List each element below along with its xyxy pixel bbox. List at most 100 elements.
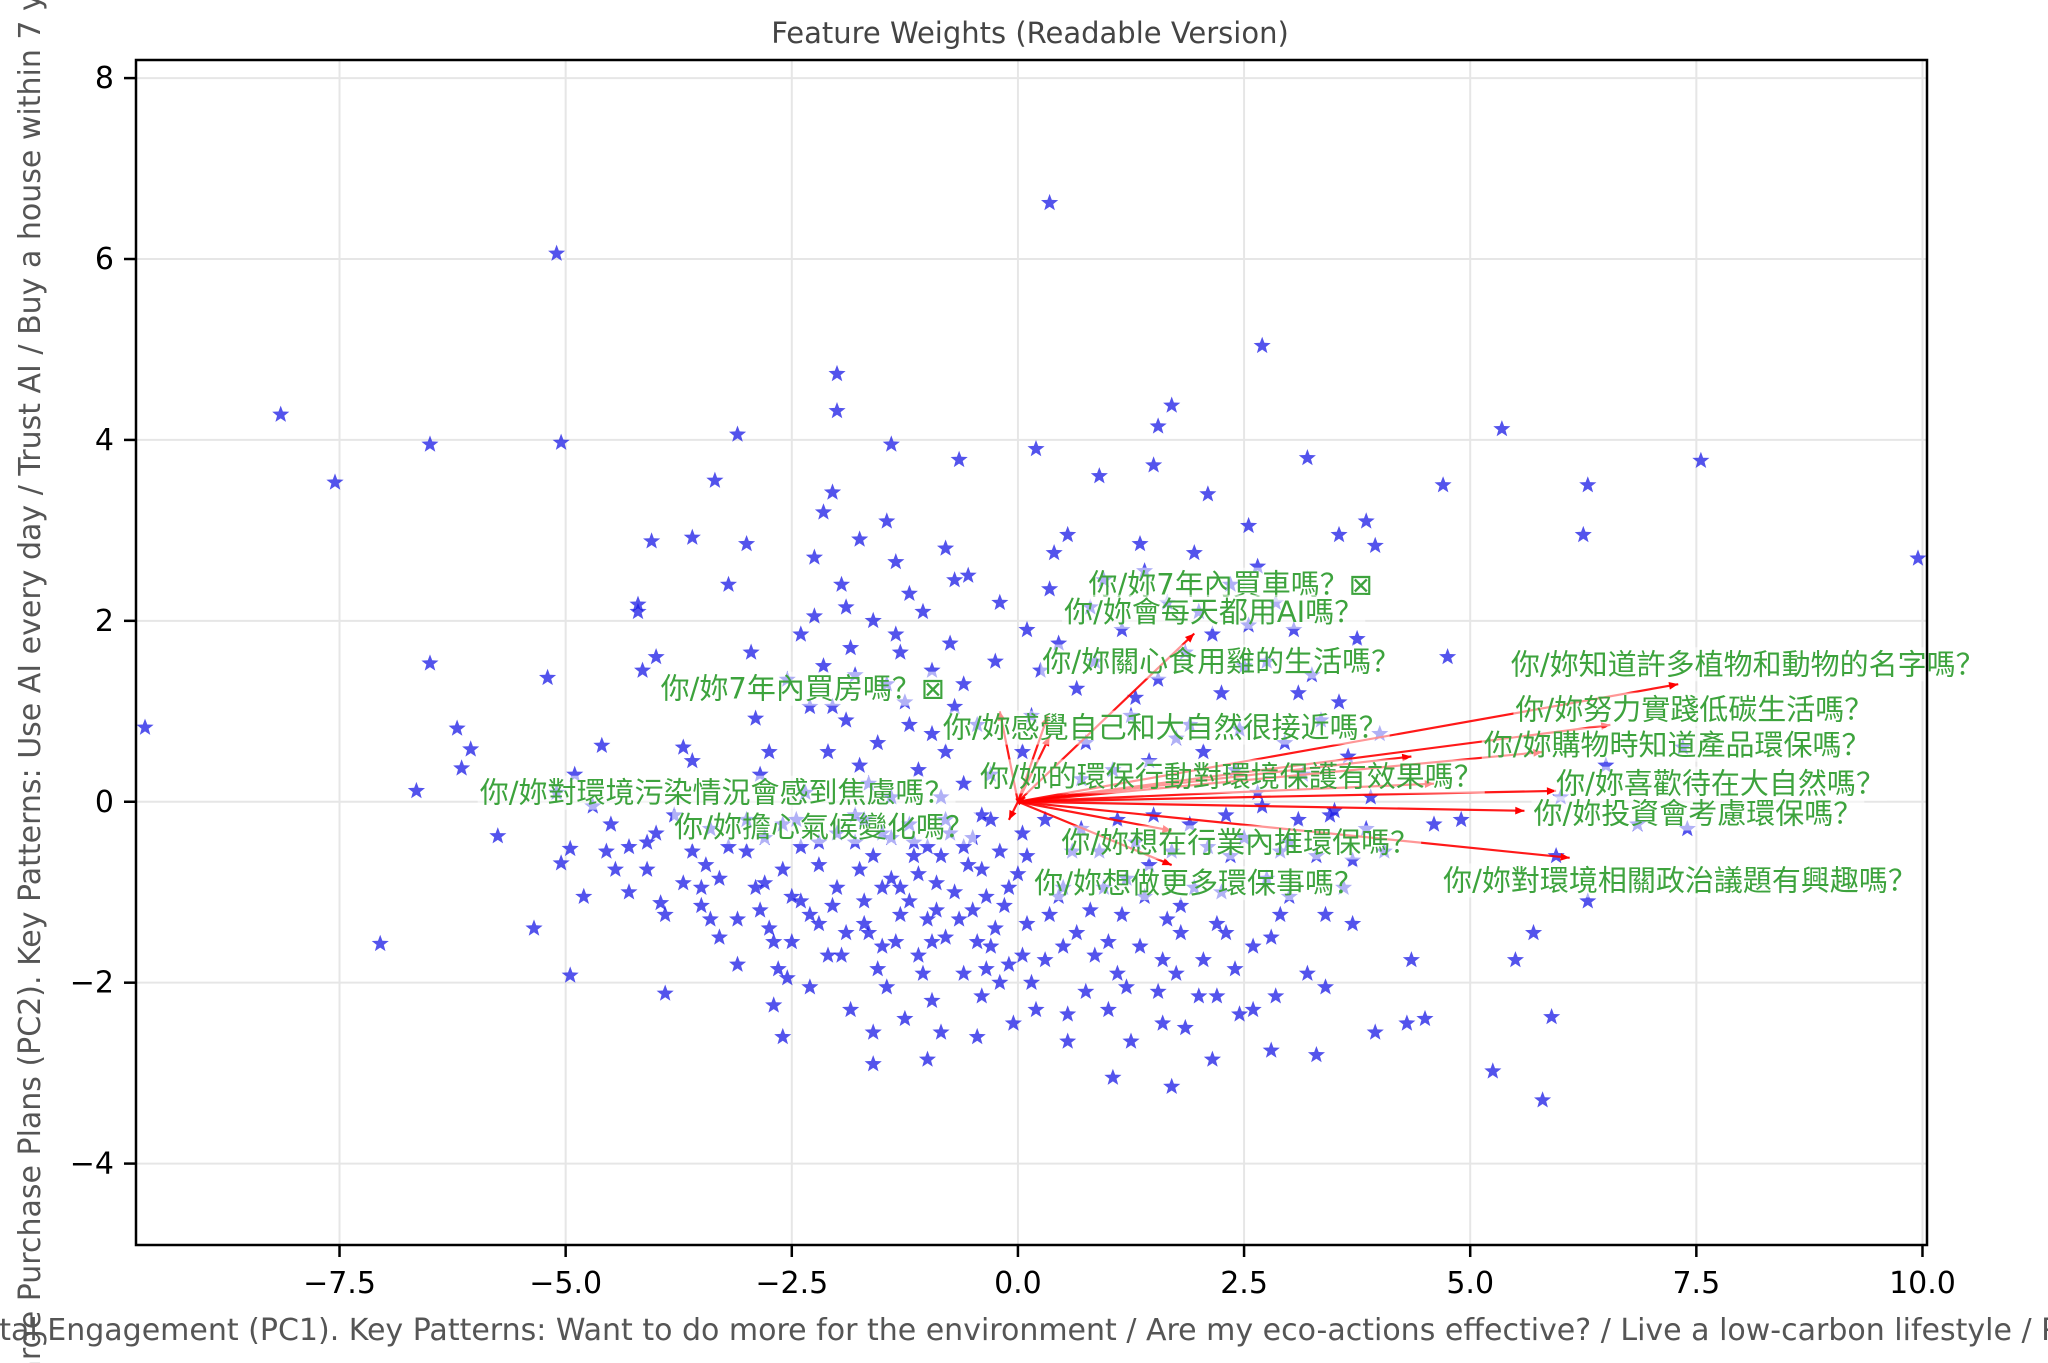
data-point bbox=[783, 933, 801, 950]
data-point bbox=[1163, 396, 1181, 413]
loading-label: 你/妳對環境污染情況會感到焦慮嗎？ bbox=[480, 776, 954, 810]
data-point bbox=[643, 532, 661, 549]
data-point bbox=[1416, 1009, 1434, 1027]
data-point bbox=[1185, 544, 1203, 561]
loading-arrow-head bbox=[1515, 806, 1525, 815]
data-point bbox=[1339, 747, 1357, 764]
data-point bbox=[652, 894, 670, 911]
y-tick-label: −2 bbox=[70, 966, 114, 1001]
data-point bbox=[765, 933, 783, 950]
data-point bbox=[819, 743, 837, 760]
data-point bbox=[1000, 878, 1018, 895]
loading-label: 你/妳對環境相關政治議題有興趣嗎？ bbox=[1443, 863, 1917, 897]
data-point bbox=[1574, 525, 1592, 543]
data-point bbox=[1176, 1018, 1194, 1036]
data-point bbox=[1167, 964, 1185, 981]
y-axis-ticks: −4 −2 0 2 4 6 8 bbox=[70, 61, 136, 1182]
data-point bbox=[1154, 951, 1172, 968]
data-point bbox=[602, 815, 620, 832]
data-point bbox=[1298, 964, 1316, 981]
data-point bbox=[1131, 535, 1149, 552]
data-point bbox=[851, 756, 869, 773]
data-point bbox=[1194, 951, 1212, 968]
data-point bbox=[1344, 851, 1362, 868]
loading-label: 你/妳7年內買房嗎？⊠ bbox=[661, 672, 946, 706]
data-point bbox=[272, 405, 290, 422]
data-point bbox=[1068, 923, 1086, 941]
data-point bbox=[1181, 815, 1199, 832]
data-point bbox=[656, 905, 674, 923]
data-point bbox=[1036, 951, 1054, 968]
data-point bbox=[1018, 620, 1036, 638]
data-point bbox=[1240, 516, 1258, 534]
x-tick-label: 7.5 bbox=[1672, 1266, 1720, 1301]
data-point bbox=[1307, 1046, 1325, 1063]
data-point bbox=[1212, 684, 1230, 701]
data-point bbox=[1172, 896, 1190, 914]
data-point bbox=[1004, 1014, 1022, 1031]
data-point bbox=[751, 901, 769, 918]
data-point bbox=[1267, 987, 1285, 1004]
data-point bbox=[887, 933, 905, 950]
data-point bbox=[1326, 801, 1344, 819]
data-point bbox=[955, 964, 973, 981]
data-point bbox=[878, 978, 896, 995]
data-point bbox=[914, 602, 932, 620]
data-point bbox=[842, 1000, 860, 1018]
data-point bbox=[692, 878, 710, 895]
data-point bbox=[946, 883, 964, 900]
data-point bbox=[1077, 982, 1095, 999]
data-point bbox=[928, 874, 946, 891]
data-point bbox=[783, 887, 801, 904]
data-point bbox=[1348, 629, 1366, 647]
data-point bbox=[805, 607, 823, 624]
data-point bbox=[1154, 1014, 1172, 1031]
data-point bbox=[1108, 810, 1126, 828]
data-point bbox=[882, 435, 900, 452]
data-point bbox=[900, 584, 918, 601]
data-point bbox=[1086, 946, 1104, 963]
data-point bbox=[860, 923, 878, 941]
loading-arrow-head bbox=[1546, 787, 1557, 795]
data-point bbox=[760, 919, 778, 936]
data-point bbox=[833, 575, 851, 592]
loading-label: 你/妳關心食用雞的生活嗎？ bbox=[1042, 645, 1400, 679]
data-point bbox=[810, 914, 828, 932]
data-point bbox=[900, 715, 918, 733]
data-point bbox=[1362, 788, 1380, 805]
data-point bbox=[1000, 955, 1018, 972]
data-point bbox=[136, 718, 154, 735]
data-point bbox=[1484, 1062, 1502, 1079]
data-point bbox=[1145, 456, 1163, 473]
x-tick-label: −5.0 bbox=[529, 1266, 602, 1301]
data-point bbox=[1597, 756, 1615, 773]
data-point bbox=[769, 960, 787, 977]
data-point bbox=[1692, 451, 1710, 468]
data-point bbox=[955, 774, 973, 791]
data-point bbox=[453, 759, 471, 776]
data-point bbox=[1217, 806, 1235, 823]
data-point bbox=[1298, 449, 1316, 466]
data-point bbox=[923, 991, 941, 1008]
loading-arrow-head bbox=[1184, 633, 1195, 643]
loading-label-bg bbox=[977, 759, 1485, 794]
data-point bbox=[991, 842, 1009, 859]
data-point bbox=[1434, 476, 1452, 493]
data-point bbox=[937, 539, 955, 556]
data-point bbox=[747, 709, 765, 726]
data-point bbox=[792, 838, 810, 855]
data-point bbox=[823, 483, 842, 500]
data-point bbox=[1149, 417, 1167, 434]
data-point bbox=[552, 854, 570, 871]
data-point bbox=[1506, 951, 1524, 968]
data-point bbox=[1199, 485, 1217, 502]
data-point bbox=[891, 905, 909, 923]
data-point bbox=[606, 860, 624, 877]
data-point bbox=[683, 528, 701, 545]
data-point bbox=[1122, 1032, 1140, 1049]
data-point bbox=[964, 901, 982, 918]
data-point bbox=[552, 433, 570, 450]
data-point bbox=[692, 896, 710, 914]
data-point bbox=[1244, 1000, 1262, 1018]
loading-label-bg bbox=[1040, 644, 1403, 679]
